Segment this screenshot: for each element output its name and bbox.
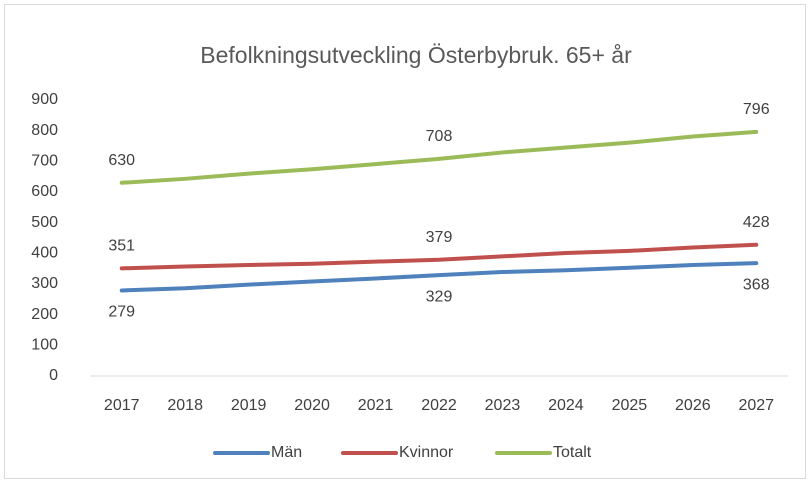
y-tick-label: 800 [31,122,58,139]
chart-title: Befolkningsutveckling Österbybruk. 65+ å… [200,42,632,68]
x-tick-label: 2020 [294,397,330,414]
data-label: 279 [108,304,135,321]
x-tick-label: 2024 [548,397,584,414]
x-tick-label: 2025 [612,397,648,414]
data-label: 428 [743,214,770,231]
data-label: 379 [426,229,453,246]
x-tick-label: 2017 [104,397,140,414]
y-tick-label: 300 [31,275,58,292]
data-label: 630 [108,152,135,169]
series-line [119,129,759,185]
data-label: 708 [426,128,453,145]
chart-border [4,4,806,479]
legend-label: Kvinnor [399,444,454,461]
y-tick-label: 500 [31,214,58,231]
series-line [119,242,759,271]
y-tick-label: 100 [31,337,58,354]
y-tick-label: 600 [31,183,58,200]
x-tick-label: 2026 [675,397,711,414]
x-tick-label: 2022 [421,397,457,414]
x-tick-label: 2018 [167,397,203,414]
y-tick-label: 400 [31,245,58,262]
y-tick-label: 900 [31,91,58,108]
x-tick-label: 2027 [738,397,774,414]
series-line [119,261,759,293]
legend-label: Män [271,444,302,461]
data-label: 351 [108,238,135,255]
data-label: 796 [743,101,770,118]
x-tick-label: 2023 [485,397,521,414]
x-tick-label: 2019 [231,397,267,414]
y-tick-label: 0 [49,367,58,384]
legend-label: Totalt [553,444,592,461]
data-label: 329 [426,288,453,305]
y-tick-label: 700 [31,153,58,170]
data-label: 368 [743,276,770,293]
x-tick-label: 2021 [358,397,394,414]
y-tick-label: 200 [31,306,58,323]
